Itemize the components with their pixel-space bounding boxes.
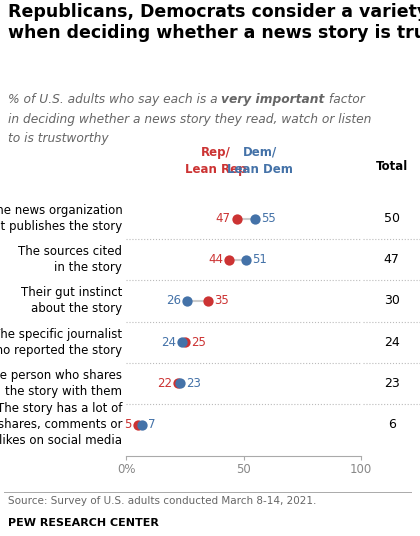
Text: 23: 23: [186, 377, 201, 390]
Text: Rep/
Lean Rep: Rep/ Lean Rep: [185, 146, 246, 176]
Text: Total: Total: [375, 160, 408, 173]
Text: Republicans, Democrats consider a variety of factors
when deciding whether a new: Republicans, Democrats consider a variet…: [8, 3, 420, 42]
Point: [226, 256, 233, 264]
Text: in deciding whether a news story they read, watch or listen: in deciding whether a news story they re…: [8, 113, 371, 125]
Text: very important: very important: [221, 93, 325, 106]
Point: [139, 420, 146, 429]
Text: 47: 47: [215, 212, 231, 225]
Text: 25: 25: [191, 336, 205, 349]
Text: % of U.S. adults who say each is a: % of U.S. adults who say each is a: [8, 93, 221, 106]
Point: [184, 297, 191, 306]
Text: 47: 47: [384, 253, 399, 266]
Point: [243, 256, 249, 264]
Text: 24: 24: [162, 336, 176, 349]
Text: The sources cited
in the story: The sources cited in the story: [18, 245, 122, 274]
Point: [252, 214, 259, 223]
Point: [174, 379, 181, 388]
Text: The news organization
that publishes the story: The news organization that publishes the…: [0, 204, 122, 233]
Text: 30: 30: [384, 294, 399, 308]
Point: [181, 338, 188, 346]
Text: 7: 7: [148, 418, 156, 431]
Point: [205, 297, 212, 306]
Text: 22: 22: [157, 377, 172, 390]
Text: 24: 24: [384, 336, 399, 349]
Point: [177, 379, 184, 388]
Text: Source: Survey of U.S. adults conducted March 8-14, 2021.: Source: Survey of U.S. adults conducted …: [8, 496, 317, 507]
Text: 35: 35: [214, 294, 229, 308]
Text: 44: 44: [209, 253, 223, 266]
Point: [179, 338, 186, 346]
Text: The specific journalist
who reported the story: The specific journalist who reported the…: [0, 327, 122, 357]
Text: PEW RESEARCH CENTER: PEW RESEARCH CENTER: [8, 518, 159, 527]
Text: The story has a lot of
shares, comments or
likes on social media: The story has a lot of shares, comments …: [0, 402, 122, 447]
Point: [233, 214, 240, 223]
Text: Their gut instinct
about the story: Their gut instinct about the story: [21, 286, 122, 316]
Text: to is trustworthy: to is trustworthy: [8, 132, 108, 145]
Text: 23: 23: [384, 377, 399, 390]
Text: 51: 51: [252, 253, 267, 266]
Text: 50: 50: [383, 212, 400, 225]
Text: 6: 6: [388, 418, 396, 431]
Text: 55: 55: [261, 212, 276, 225]
Text: factor: factor: [325, 93, 365, 106]
Point: [134, 420, 141, 429]
Text: Dem/
Lean Dem: Dem/ Lean Dem: [227, 146, 293, 176]
Text: The person who shares
the story with them: The person who shares the story with the…: [0, 369, 122, 398]
Text: 5: 5: [124, 418, 132, 431]
Text: 26: 26: [166, 294, 181, 308]
